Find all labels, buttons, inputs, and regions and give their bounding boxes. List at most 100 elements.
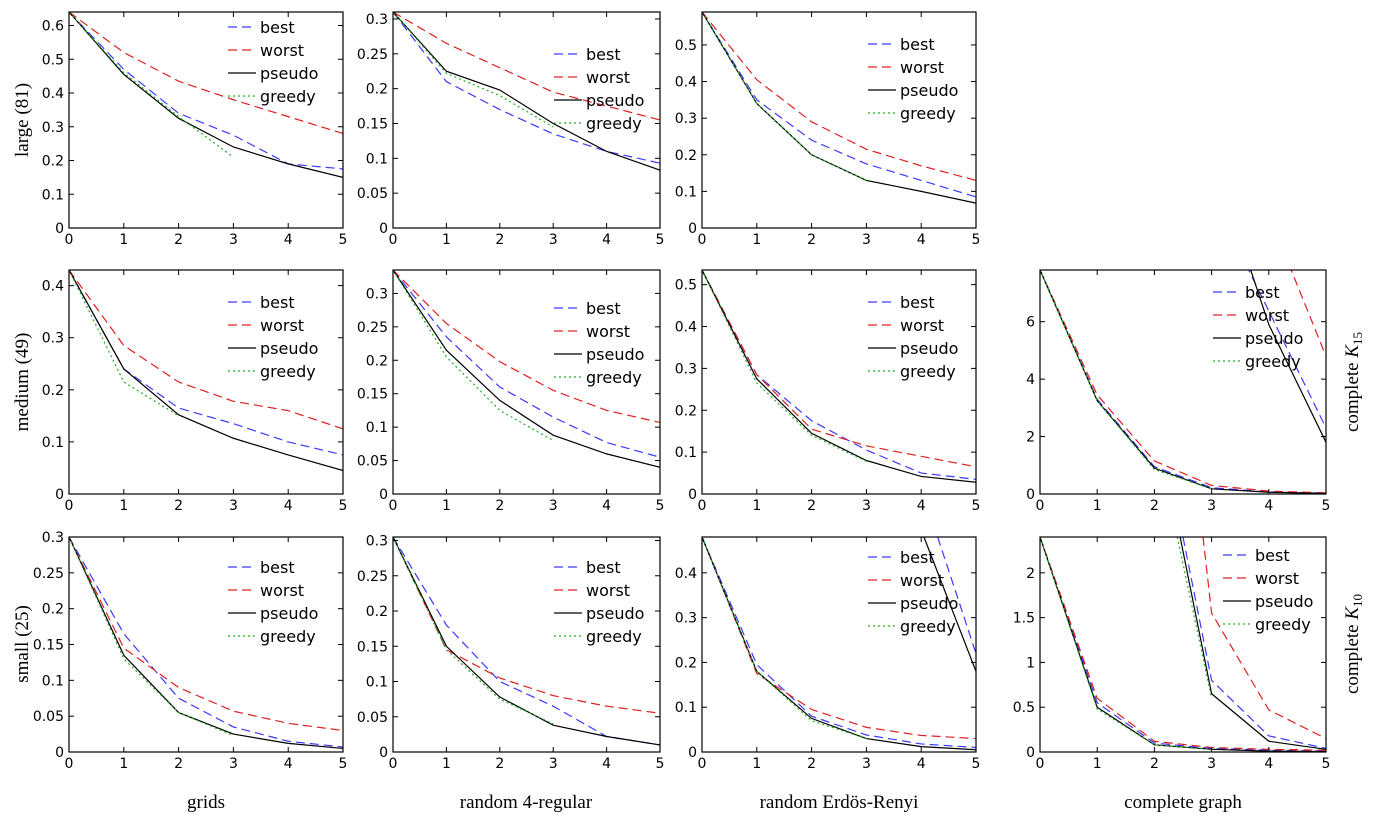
- series-line-best-4: [937, 537, 976, 654]
- series-line-greedy-3: [69, 270, 179, 417]
- series-line-best-0: [1040, 270, 1326, 494]
- y-tick-label: 0: [1026, 745, 1035, 761]
- y-tick-label: 0.05: [357, 710, 388, 726]
- y-tick-label: 0.25: [357, 47, 388, 63]
- legend-label-worst: worst: [260, 316, 304, 335]
- x-tick-label: 2: [495, 756, 504, 772]
- x-tick-label: 1: [1093, 756, 1102, 772]
- y-tick-label: 0.05: [357, 454, 388, 470]
- y-tick-label: 0: [688, 487, 697, 503]
- panel-r1-c1: 0 1 2 3 4 5 0 0.05 0.1 0.15 0.2 0.25 0.3 best worst pse…: [357, 269, 665, 514]
- row-label: large (81): [12, 83, 33, 157]
- y-tick-label: 0.3: [366, 534, 388, 550]
- side-label: complete K15: [1342, 332, 1365, 432]
- y-tick-label: 0.15: [33, 638, 64, 654]
- series-line-best-4: [1182, 537, 1326, 750]
- y-tick-label: 0.3: [42, 331, 64, 347]
- x-tick-label: 1: [1093, 498, 1102, 514]
- y-tick-label: 0.4: [675, 320, 697, 336]
- x-tick-label: 5: [339, 498, 348, 514]
- legend-label-best: best: [900, 293, 935, 312]
- legend-label-best: best: [586, 299, 621, 318]
- series-line-best-0: [69, 537, 343, 748]
- legend-label-best: best: [260, 558, 295, 577]
- legend-label-worst: worst: [1245, 306, 1289, 325]
- y-tick-label: 0.2: [675, 403, 697, 419]
- y-tick-label: 0.1: [675, 445, 697, 461]
- x-tick-label: 4: [917, 756, 926, 772]
- y-tick-label: 0.6: [42, 19, 64, 35]
- y-tick-label: 0.15: [357, 387, 388, 403]
- row-label: medium (49): [12, 333, 33, 432]
- x-tick-label: 2: [1150, 756, 1159, 772]
- series-line-pseudo-6: [1179, 537, 1326, 750]
- series-line-greedy-3: [393, 12, 554, 128]
- x-tick-label: 0: [65, 756, 74, 772]
- y-tick-label: 0.2: [42, 602, 64, 618]
- series-line-greedy-3: [702, 12, 867, 181]
- y-tick-label: 0: [379, 487, 388, 503]
- legend-label-worst: worst: [900, 58, 944, 77]
- legend-label-pseudo: pseudo: [1255, 592, 1313, 611]
- plot-frame: [1039, 269, 1327, 495]
- x-tick-label: 5: [972, 232, 981, 248]
- legend-label-greedy: greedy: [1255, 615, 1311, 634]
- x-tick-label: 3: [862, 498, 871, 514]
- legend-label-greedy: greedy: [900, 362, 956, 381]
- y-tick-label: 0: [1026, 487, 1035, 503]
- column-label: complete graph: [1124, 792, 1242, 813]
- panel-r1-c2: 0 1 2 3 4 5 0 0.1 0.2 0.3 0.4 0.5 best worst pseudo gre…: [675, 269, 980, 514]
- y-tick-label: 0.2: [42, 383, 64, 399]
- x-tick-label: 3: [1207, 498, 1216, 514]
- series-line-pseudo-2: [69, 270, 343, 472]
- x-tick-label: 5: [656, 498, 665, 514]
- y-tick-label: 0.2: [675, 655, 697, 671]
- series-line-greedy-3: [393, 270, 554, 442]
- x-tick-label: 5: [1322, 498, 1331, 514]
- y-tick-label: 0.3: [42, 530, 64, 546]
- y-tick-label: 0.5: [42, 52, 64, 68]
- y-tick-label: 0.5: [1013, 700, 1035, 716]
- y-tick-label: 0.1: [675, 700, 697, 716]
- legend-label-greedy: greedy: [586, 114, 642, 133]
- y-tick-label: 0.2: [366, 604, 388, 620]
- y-tick-label: 0.1: [366, 420, 388, 436]
- y-tick-label: 0.5: [675, 278, 697, 294]
- column-label: grids: [187, 792, 225, 813]
- series-line-worst-1: [1040, 270, 1326, 494]
- legend-label-pseudo: pseudo: [260, 64, 318, 83]
- series-line-worst-5: [1202, 537, 1326, 740]
- x-tick-label: 0: [698, 498, 707, 514]
- legend-label-worst: worst: [260, 41, 304, 60]
- y-tick-label: 0.25: [357, 320, 388, 336]
- y-tick-label: 0.4: [675, 75, 697, 91]
- plot-frame: [392, 11, 661, 229]
- x-tick-label: 1: [442, 232, 451, 248]
- panel-r1-c0: 0 1 2 3 4 5 0 0.1 0.2 0.3 0.4 best worst pseudo greedy: [42, 269, 348, 514]
- series-line-pseudo-2: [702, 270, 976, 483]
- legend-label-greedy: greedy: [900, 617, 956, 636]
- panel-r0-c2: 0 1 2 3 4 5 0 0.1 0.2 0.3 0.4 0.5 best worst pseudo gre…: [675, 11, 981, 248]
- series-line-worst-1: [702, 537, 976, 740]
- y-tick-label: 0: [379, 745, 388, 761]
- series-line-worst-1: [69, 12, 343, 135]
- series-line-greedy-3: [1040, 537, 1212, 750]
- legend-label-worst: worst: [900, 571, 944, 590]
- legend-label-worst: worst: [1255, 569, 1299, 588]
- y-tick-label: 0.1: [42, 435, 64, 451]
- y-tick-label: 0: [55, 487, 64, 503]
- legend-label-greedy: greedy: [586, 627, 642, 646]
- x-tick-label: 4: [917, 498, 926, 514]
- series-line-worst-1: [393, 12, 660, 121]
- series-line-worst-1: [393, 270, 660, 424]
- series-line-greedy-3: [69, 537, 234, 737]
- y-tick-label: 0.3: [675, 111, 697, 127]
- series-line-greedy-3: [702, 537, 867, 740]
- panel-r0-c0: 0 1 2 3 4 5 0 0.1 0.2 0.3 0.4 0.5 0.6 best worst pseudo…: [42, 11, 347, 248]
- column-label: random 4-regular: [460, 792, 593, 813]
- x-tick-label: 0: [1036, 756, 1045, 772]
- panel-r2-c2: 0 1 2 3 4 5 0 0.1 0.2 0.3 0.4 best worst pseudo greedy: [675, 536, 980, 772]
- x-tick-label: 4: [602, 756, 611, 772]
- x-tick-label: 3: [229, 756, 238, 772]
- legend-label-pseudo: pseudo: [900, 81, 958, 100]
